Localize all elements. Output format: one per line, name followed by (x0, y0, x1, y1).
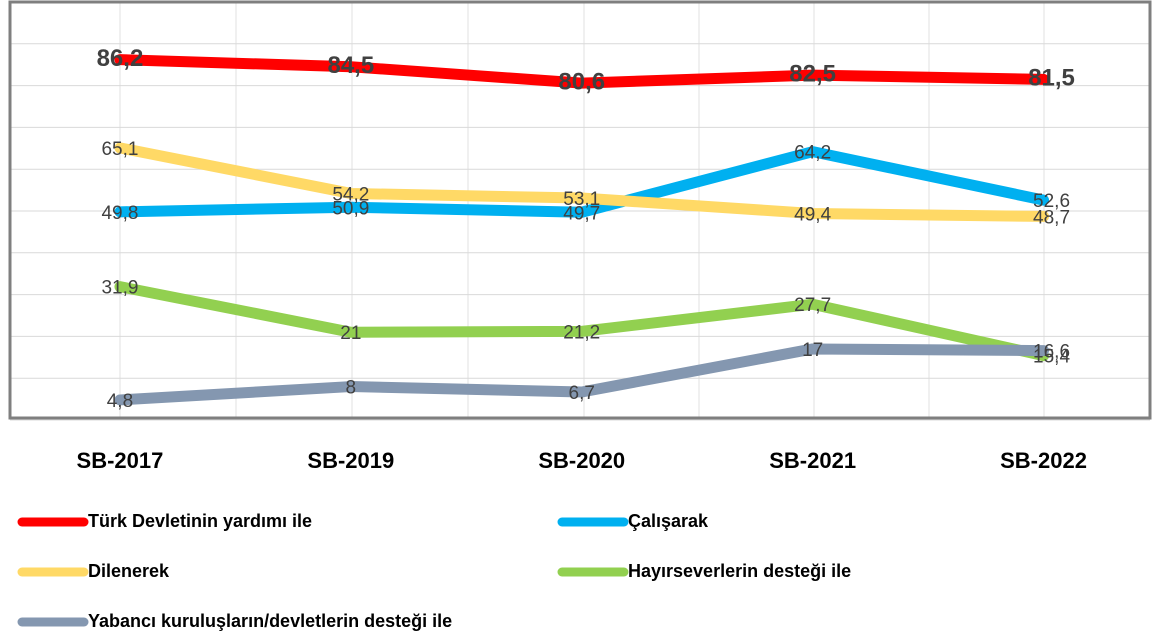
x-tick-label: SB-2021 (769, 448, 856, 473)
data-label: 31,9 (101, 278, 138, 299)
legend-label: Hayırseverlerin desteği ile (628, 561, 851, 581)
legend-label: Türk Devletinin yardımı ile (88, 511, 312, 531)
data-label: 53,1 (563, 189, 600, 210)
data-label: 50,9 (332, 198, 369, 219)
data-label: 49,4 (794, 205, 831, 226)
data-label: 65,1 (101, 139, 138, 160)
data-label: 80,6 (558, 68, 605, 95)
x-tick-label: SB-2019 (307, 448, 394, 473)
plot-frame (8, 0, 1152, 420)
x-tick-label: SB-2022 (1000, 448, 1087, 473)
legend-label: Yabancı kuruluşların/devletlerin desteği… (88, 611, 452, 631)
data-label: 17 (802, 340, 823, 361)
data-label: 86,2 (97, 45, 144, 72)
data-label: 82,5 (789, 60, 836, 87)
data-label: 6,7 (569, 383, 595, 404)
data-label: 49,8 (101, 203, 138, 224)
series-line (114, 146, 1050, 218)
data-label: 52,6 (1033, 191, 1070, 212)
data-label: 4,8 (107, 391, 133, 412)
data-label: 27,7 (794, 295, 831, 316)
series-line (114, 281, 1050, 362)
series-line (114, 54, 1050, 89)
data-label: 84,5 (327, 52, 374, 79)
data-label: 8 (346, 378, 357, 399)
data-label: 16,6 (1033, 342, 1070, 363)
series-line (114, 343, 1050, 406)
data-label: 49,7 (563, 203, 600, 224)
data-label: 48,7 (1033, 207, 1070, 228)
x-tick-label: SB-2020 (538, 448, 625, 473)
legend-label: Çalışarak (628, 511, 709, 531)
legend-label: Dilenerek (88, 561, 170, 581)
series-line (114, 142, 1050, 222)
data-label: 15,4 (1033, 347, 1070, 368)
data-label: 54,2 (332, 184, 369, 205)
data-label: 21 (340, 323, 361, 344)
data-label: 64,2 (794, 143, 831, 164)
x-tick-label: SB-2017 (77, 448, 164, 473)
data-label: 81,5 (1028, 65, 1075, 92)
data-label: 21,2 (563, 322, 600, 343)
